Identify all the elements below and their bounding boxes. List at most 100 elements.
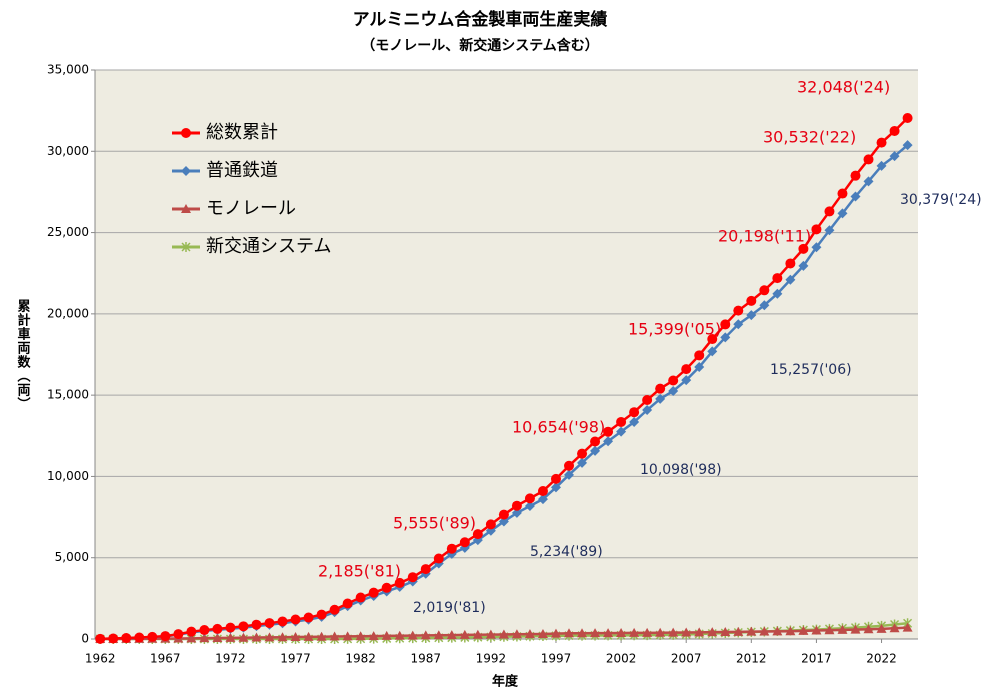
marker xyxy=(407,572,418,583)
marker xyxy=(498,629,509,639)
marker-shape xyxy=(121,633,132,644)
marker-shape xyxy=(537,628,548,638)
marker xyxy=(681,375,692,386)
annotation: 15,257('06) xyxy=(770,362,852,378)
marker-shape xyxy=(733,305,744,316)
marker-shape xyxy=(290,614,301,625)
marker-shape xyxy=(681,375,692,386)
x-tick-label: 1967 xyxy=(150,652,181,666)
marker-shape xyxy=(746,626,757,636)
marker-shape xyxy=(707,627,718,637)
y-tick-label: 10,000 xyxy=(47,469,89,483)
marker-shape xyxy=(707,334,718,345)
marker xyxy=(902,140,913,151)
x-tick-label: 1997 xyxy=(541,652,572,666)
marker-shape xyxy=(420,564,431,575)
marker xyxy=(511,629,522,639)
marker xyxy=(590,445,601,456)
marker-shape xyxy=(212,633,223,643)
marker-shape xyxy=(785,626,796,636)
marker xyxy=(316,631,327,641)
marker-shape xyxy=(746,295,757,306)
marker-shape xyxy=(863,176,874,187)
marker-shape xyxy=(616,627,627,637)
marker-shape xyxy=(629,417,640,428)
marker xyxy=(876,623,887,633)
marker xyxy=(181,242,191,252)
y-tick-label: 25,000 xyxy=(47,225,89,239)
marker xyxy=(785,626,796,636)
marker-shape xyxy=(550,482,561,493)
marker-shape xyxy=(785,274,796,285)
marker-shape xyxy=(472,529,483,540)
marker xyxy=(629,407,640,418)
marker xyxy=(277,616,288,627)
annotation: 10,654('98) xyxy=(512,418,605,437)
marker xyxy=(459,537,470,548)
marker-shape xyxy=(720,332,731,343)
marker-shape xyxy=(134,632,145,643)
marker xyxy=(798,625,809,635)
marker xyxy=(759,285,770,296)
marker-shape xyxy=(433,553,444,564)
marker xyxy=(511,507,522,518)
marker-shape xyxy=(577,457,588,468)
marker-shape xyxy=(238,621,249,632)
marker-shape xyxy=(524,629,535,639)
marker-shape xyxy=(381,630,392,640)
marker-shape xyxy=(511,629,522,639)
marker xyxy=(811,224,822,235)
y-tick-label: 35,000 xyxy=(47,63,89,77)
marker xyxy=(746,626,757,636)
marker-shape xyxy=(616,416,627,427)
marker-shape xyxy=(837,188,848,199)
marker xyxy=(186,633,197,643)
marker-shape xyxy=(108,633,119,644)
marker xyxy=(181,128,191,138)
legend-label: 新交通システム xyxy=(206,236,331,257)
marker xyxy=(577,628,588,638)
marker xyxy=(485,629,496,639)
marker xyxy=(746,295,757,306)
marker-shape xyxy=(798,625,809,635)
marker-shape xyxy=(173,629,184,640)
marker xyxy=(316,609,327,620)
marker-shape xyxy=(368,587,379,598)
marker xyxy=(577,457,588,468)
marker xyxy=(212,633,223,643)
marker-shape xyxy=(837,208,848,219)
marker-shape xyxy=(902,112,913,123)
marker-shape xyxy=(759,300,770,311)
marker-shape xyxy=(303,631,314,641)
marker-shape xyxy=(720,319,731,330)
marker-shape xyxy=(199,625,210,636)
marker-shape xyxy=(655,393,666,404)
marker xyxy=(733,305,744,316)
marker xyxy=(837,624,848,634)
marker-shape xyxy=(181,128,191,138)
marker xyxy=(368,587,379,598)
marker xyxy=(681,627,692,637)
marker xyxy=(498,509,509,520)
marker xyxy=(485,519,496,530)
marker-shape xyxy=(342,631,353,641)
marker-shape xyxy=(407,572,418,583)
marker xyxy=(668,385,679,396)
marker xyxy=(772,288,783,299)
legend-label: 総数累計 xyxy=(206,122,278,143)
x-tick-label: 1977 xyxy=(280,652,311,666)
marker-shape xyxy=(446,543,457,554)
marker-shape xyxy=(433,630,444,640)
marker xyxy=(655,393,666,404)
marker-shape xyxy=(590,628,601,638)
marker xyxy=(694,627,705,637)
y-tick-label: 15,000 xyxy=(47,388,89,402)
marker xyxy=(225,622,236,633)
annotation: 15,399('05) xyxy=(628,320,721,339)
x-tick-label: 2012 xyxy=(736,652,767,666)
marker-shape xyxy=(147,631,158,642)
marker-shape xyxy=(186,626,197,637)
marker xyxy=(759,300,770,311)
marker xyxy=(355,592,366,603)
